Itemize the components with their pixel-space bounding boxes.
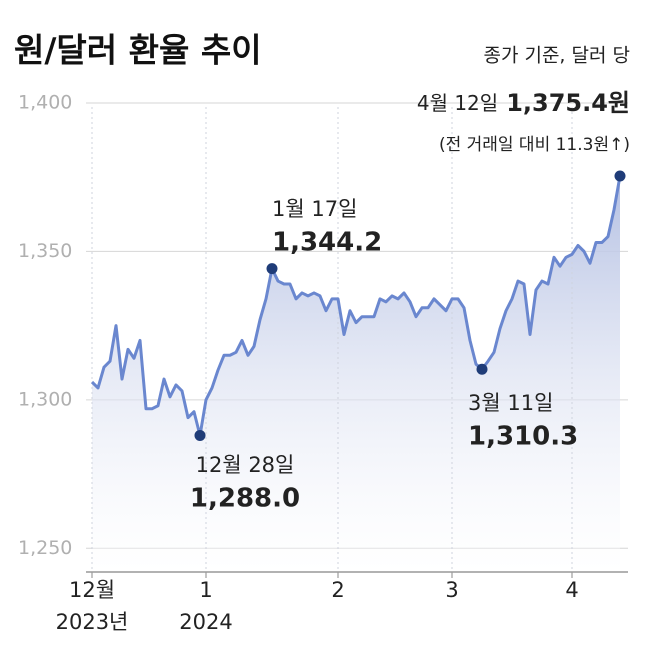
chart-title: 원/달러 환율 추이 [14, 31, 262, 70]
annotation-date: 12월 28일 [196, 453, 295, 477]
y-tick-label: 1,300 [18, 388, 72, 410]
y-tick-label: 1,400 [18, 91, 72, 113]
highlight-point [194, 429, 206, 441]
x-tick-label: 4 [565, 578, 579, 602]
annotation-value: 1,344.2 [272, 228, 382, 258]
line [90, 175, 622, 437]
x-tick-label: 3 [445, 578, 459, 602]
y-tick-label: 1,250 [18, 537, 72, 559]
annotation-date: 1월 17일 [272, 197, 357, 221]
annotation-change: (전 거래일 대비 11.3원↑) [439, 135, 630, 155]
highlight-point [614, 170, 626, 182]
annotation-date: 3월 11일 [468, 391, 553, 415]
annotation-value: 1,288.0 [190, 484, 300, 514]
y-tick-label: 1,350 [18, 240, 72, 262]
annotation-latest: 4월 12일 1,375.4원 [417, 89, 630, 117]
annotation-value: 1,375.4원 [506, 89, 630, 117]
highlight-point [266, 263, 278, 275]
annotation-date: 4월 12일 [417, 91, 498, 115]
unit-note: 종가 기준, 달러 당 [483, 45, 630, 67]
x-tick-label: 1 2024 [179, 578, 233, 634]
x-tick-label: 12월 2023년 [55, 578, 129, 634]
highlight-point [476, 363, 488, 375]
x-tick-label: 2 [331, 578, 345, 602]
area [92, 175, 620, 572]
annotation-value: 1,310.3 [468, 422, 578, 452]
